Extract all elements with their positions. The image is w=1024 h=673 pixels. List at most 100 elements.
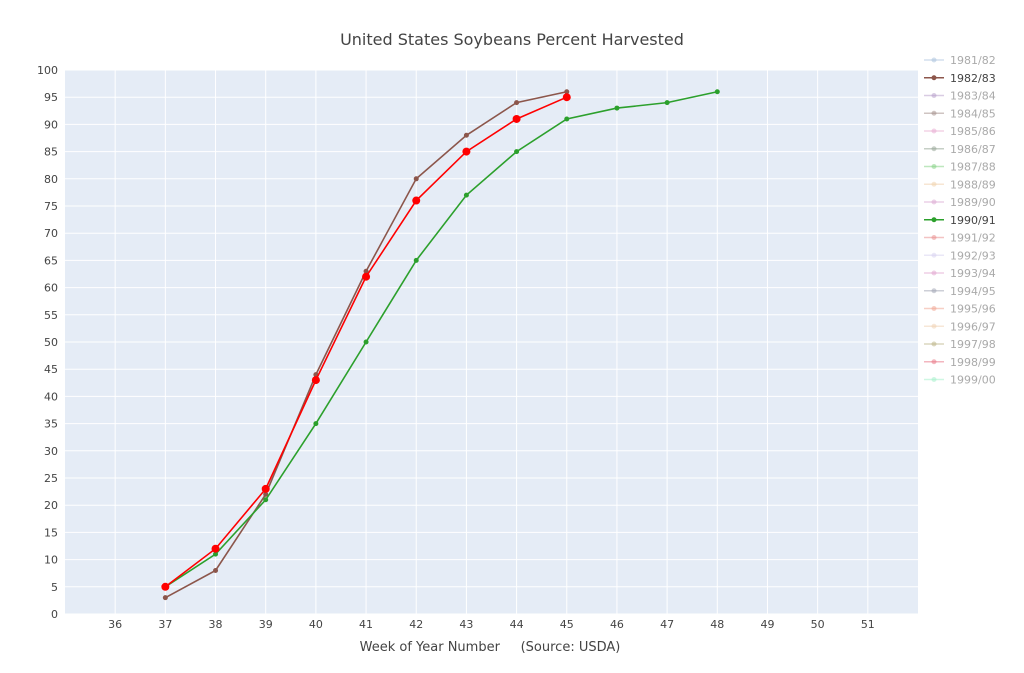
y-tick-label: 0 [51, 608, 58, 621]
legend-item[interactable]: 1987/88 [924, 161, 996, 174]
legend-swatch-marker [931, 306, 937, 311]
data-point [263, 497, 269, 503]
data-point [211, 544, 220, 553]
x-tick-label: 45 [560, 618, 574, 631]
x-tick-label: 46 [610, 618, 624, 631]
legend-item[interactable]: 1983/84 [924, 90, 996, 103]
y-tick-label: 65 [44, 254, 58, 267]
legend-swatch-marker [931, 270, 937, 276]
legend-swatch-marker [931, 128, 937, 134]
x-axis-title: Week of Year Number (Source: USDA) [360, 640, 621, 655]
y-tick-label: 60 [44, 282, 58, 295]
y-tick-label: 25 [44, 472, 58, 485]
series-1982-83 [162, 89, 570, 601]
legend-item[interactable]: 1992/93 [924, 249, 996, 262]
x-tick-label: 51 [861, 618, 875, 631]
data-point [463, 132, 469, 138]
legend-label: 1986/87 [950, 143, 996, 156]
legend-item[interactable]: 1989/90 [924, 196, 996, 209]
data-point [261, 484, 270, 493]
y-tick-label: 55 [44, 309, 58, 322]
data-point [514, 149, 520, 155]
legend-swatch-marker [931, 199, 937, 205]
data-point [161, 582, 170, 591]
x-tick-label: 41 [359, 618, 373, 631]
data-point [564, 116, 570, 122]
y-tick-label: 95 [44, 91, 58, 104]
data-point [213, 567, 219, 573]
legend-item[interactable]: 1997/98 [924, 338, 996, 351]
legend-item[interactable]: 1993/94 [924, 267, 996, 280]
y-tick-label: 35 [44, 418, 58, 431]
y-tick-label: 50 [44, 336, 58, 349]
y-tick-label: 45 [44, 363, 58, 376]
legend-item[interactable]: 1985/86 [924, 125, 996, 138]
y-tick-labels: 0 5 10 15 20 25 30 35 40 45 50 55 60 65 70 75 80 85 90 95 10… [37, 64, 58, 621]
legend-swatch-marker [931, 217, 937, 223]
legend-item[interactable]: 1998/99 [924, 356, 996, 369]
data-point [313, 421, 319, 427]
data-point [462, 147, 471, 156]
x-tick-label: 50 [811, 618, 825, 631]
y-tick-label: 5 [51, 581, 58, 594]
data-point [562, 93, 571, 102]
legend-item[interactable]: 1999/00 [924, 374, 996, 387]
legend-swatch-marker [931, 235, 937, 240]
y-tick-label: 85 [44, 146, 58, 159]
legend-item[interactable]: 1981/82 [924, 54, 996, 67]
data-point [263, 491, 269, 497]
legend-item[interactable]: 1995/96 [924, 303, 996, 316]
legend-swatch-marker [931, 181, 937, 187]
legend-label: 1982/83 [950, 72, 996, 85]
legend-label: 1992/93 [950, 249, 996, 262]
x-tick-label: 43 [459, 618, 473, 631]
x-tick-label: 42 [409, 618, 423, 631]
legend-swatch-marker [931, 377, 937, 382]
data-point [463, 192, 469, 198]
legend-swatch-marker [931, 146, 937, 152]
data-point [614, 105, 620, 111]
legend-label: 1981/82 [950, 54, 996, 67]
legend-swatch-marker [931, 359, 937, 365]
legend-swatch-marker [931, 75, 937, 81]
legend: 1981/82 1982/83 1983/84 1984/85 1985/86 1986/… [924, 54, 996, 387]
y-tick-label: 10 [44, 554, 58, 567]
legend-item[interactable]: 1996/97 [924, 320, 996, 333]
legend-label: 1999/00 [950, 374, 996, 387]
grid [65, 69, 918, 615]
legend-label: 1989/90 [950, 196, 996, 209]
legend-label: 1993/94 [950, 267, 996, 280]
x-tick-labels: 36 37 38 39 40 41 42 43 44 45 46 47 48 49 50 51 [108, 618, 875, 631]
legend-label: 1988/89 [950, 178, 996, 191]
x-tick-label: 49 [760, 618, 774, 631]
data-point [363, 339, 369, 345]
legend-item[interactable]: 1984/85 [924, 107, 996, 120]
series-line [164, 90, 718, 588]
legend-swatch-marker [931, 323, 937, 329]
legend-swatch-marker [931, 252, 937, 258]
legend-label: 1983/84 [950, 90, 996, 103]
data-point [413, 257, 419, 263]
x-tick-label: 44 [510, 618, 524, 631]
legend-label: 1996/97 [950, 320, 996, 333]
y-tick-label: 30 [44, 445, 58, 458]
legend-swatch-marker [931, 110, 937, 116]
legend-item[interactable]: 1988/89 [924, 178, 996, 191]
legend-label: 1987/88 [950, 161, 996, 174]
series-unnamed [161, 93, 571, 591]
legend-item[interactable]: 1986/87 [924, 143, 996, 156]
legend-item[interactable]: 1994/95 [924, 285, 996, 298]
y-tick-label: 40 [44, 390, 58, 403]
legend-item[interactable]: 1990/91 [924, 214, 996, 227]
legend-item[interactable]: 1982/83 [924, 72, 996, 85]
legend-swatch-marker [931, 341, 937, 347]
x-tick-label: 36 [108, 618, 122, 631]
series-1990-91 [162, 89, 720, 590]
legend-swatch-marker [931, 93, 937, 98]
data-point [564, 89, 570, 95]
x-tick-label: 38 [209, 618, 223, 631]
legend-label: 1990/91 [950, 214, 996, 227]
legend-item[interactable]: 1991/92 [924, 232, 996, 245]
data-point [514, 100, 520, 106]
